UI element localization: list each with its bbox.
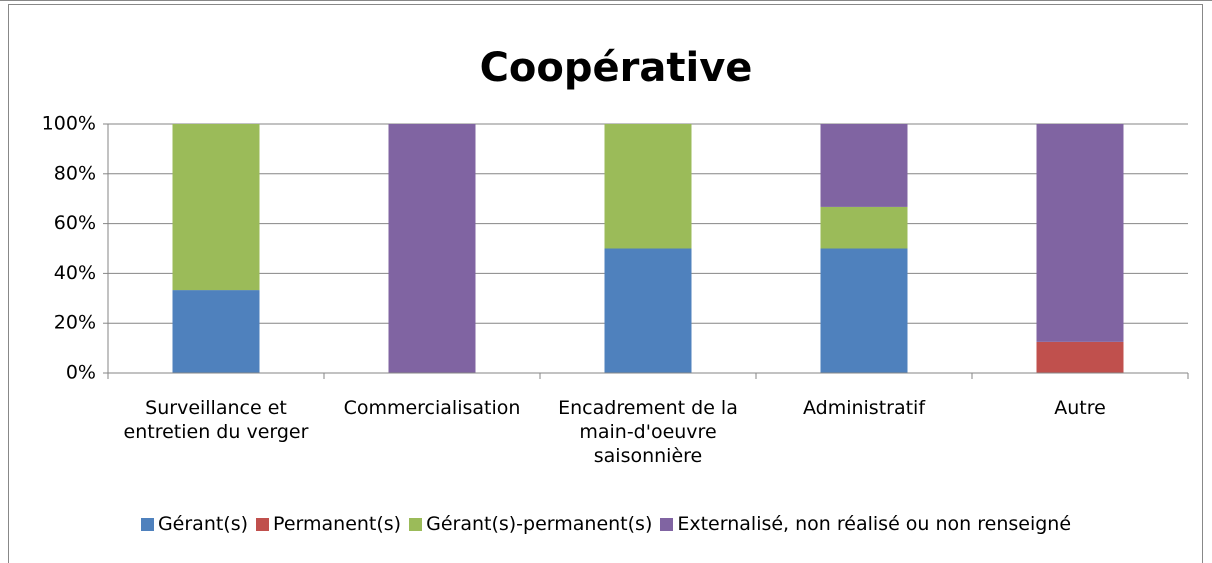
bar-segment xyxy=(820,124,908,207)
bar-segment xyxy=(388,124,476,373)
legend-label: Gérant(s) xyxy=(157,513,249,535)
bar-segment xyxy=(172,290,260,373)
legend-swatch xyxy=(140,517,154,531)
bar-segment xyxy=(172,124,260,291)
legend-label: Permanent(s) xyxy=(273,513,402,535)
y-tick-label: 20% xyxy=(54,312,96,334)
bar-segment xyxy=(820,248,908,373)
x-tick-label: Encadrement de la main-d'oeuvre saisonni… xyxy=(558,397,738,467)
legend-item: Permanent(s) xyxy=(256,513,401,535)
bar-segment xyxy=(604,248,692,373)
x-tick-label: Administratif xyxy=(802,397,926,419)
y-tick-label: 0% xyxy=(66,362,96,384)
bar-segment xyxy=(1036,341,1124,373)
y-tick-label: 80% xyxy=(54,162,96,184)
chart-title: Coopérative xyxy=(480,45,753,91)
legend-item: Gérant(s)-permanent(s) xyxy=(409,513,652,535)
bar-segment xyxy=(1036,124,1124,342)
legend-label: Gérant(s)-permanent(s) xyxy=(426,513,653,535)
x-tick-label: Commercialisation xyxy=(343,397,521,419)
y-tick-label: 60% xyxy=(54,212,96,234)
y-tick-label: 100% xyxy=(42,113,96,135)
frame xyxy=(0,0,1212,3)
legend-item: Externalisé, non réalisé ou non renseign… xyxy=(660,513,1071,535)
legend-swatch xyxy=(409,517,423,531)
legend-swatch xyxy=(660,517,674,531)
legend-label: Externalisé, non réalisé ou non renseign… xyxy=(677,513,1072,535)
x-tick-label: Surveillance et entretien du verger xyxy=(123,397,309,443)
legend-swatch xyxy=(256,517,270,531)
legend-item: Gérant(s) xyxy=(140,513,249,535)
frame xyxy=(8,4,1203,563)
legend: Gérant(s) Permanent(s) Gérant(s)-permanent… xyxy=(0,513,1212,535)
y-tick-label: 40% xyxy=(54,262,96,284)
x-tick-label: Autre xyxy=(1054,397,1106,419)
bar-segment xyxy=(604,124,692,249)
bar-segment xyxy=(820,206,908,249)
